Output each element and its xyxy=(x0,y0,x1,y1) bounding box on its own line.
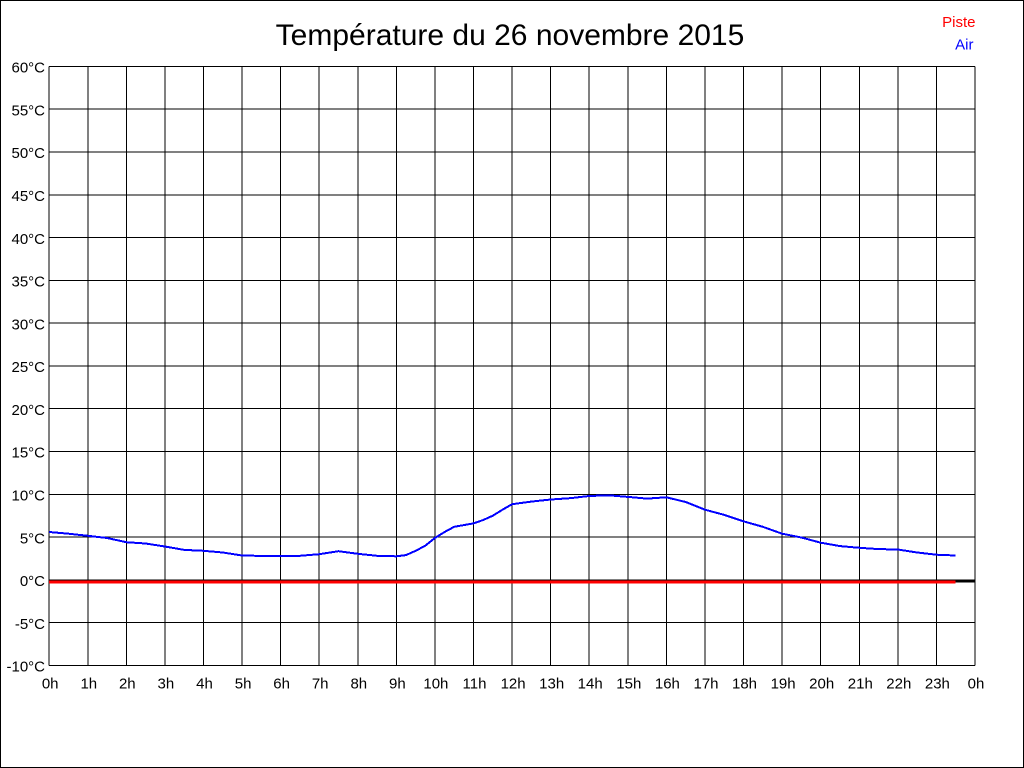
svg-text:13h: 13h xyxy=(539,676,564,693)
svg-text:18h: 18h xyxy=(732,676,757,693)
svg-text:40°C: 40°C xyxy=(11,231,45,248)
svg-text:25°C: 25°C xyxy=(11,359,45,376)
svg-text:5°C: 5°C xyxy=(20,530,45,547)
svg-text:20h: 20h xyxy=(809,676,834,693)
svg-text:15°C: 15°C xyxy=(11,445,45,462)
svg-text:21h: 21h xyxy=(848,676,873,693)
svg-text:Air: Air xyxy=(955,37,973,54)
svg-text:0°C: 0°C xyxy=(20,573,45,590)
svg-text:1h: 1h xyxy=(80,676,97,693)
svg-text:4h: 4h xyxy=(196,676,213,693)
svg-text:5h: 5h xyxy=(235,676,252,693)
svg-text:55°C: 55°C xyxy=(11,102,45,119)
svg-text:7h: 7h xyxy=(312,676,329,693)
svg-text:8h: 8h xyxy=(350,676,367,693)
svg-text:22h: 22h xyxy=(886,676,911,693)
svg-text:15h: 15h xyxy=(616,676,641,693)
svg-text:0h: 0h xyxy=(42,676,59,693)
svg-text:60°C: 60°C xyxy=(11,60,45,77)
svg-text:0h: 0h xyxy=(968,676,985,693)
svg-text:23h: 23h xyxy=(925,676,950,693)
svg-text:45°C: 45°C xyxy=(11,188,45,205)
svg-text:-5°C: -5°C xyxy=(15,616,45,633)
svg-text:20°C: 20°C xyxy=(11,402,45,419)
svg-text:30°C: 30°C xyxy=(11,316,45,333)
svg-text:10°C: 10°C xyxy=(11,488,45,505)
svg-text:6h: 6h xyxy=(273,676,290,693)
svg-text:3h: 3h xyxy=(158,676,175,693)
svg-text:17h: 17h xyxy=(693,676,718,693)
svg-text:19h: 19h xyxy=(771,676,796,693)
svg-text:50°C: 50°C xyxy=(11,145,45,162)
svg-text:11h: 11h xyxy=(463,676,487,693)
svg-text:-10°C: -10°C xyxy=(6,659,45,676)
svg-text:Température du 26 novembre 201: Température du 26 novembre 2015 xyxy=(276,19,745,52)
svg-text:14h: 14h xyxy=(578,676,603,693)
svg-text:Piste: Piste xyxy=(942,14,975,31)
svg-text:10h: 10h xyxy=(423,676,448,693)
svg-text:9h: 9h xyxy=(389,676,406,693)
svg-text:2h: 2h xyxy=(119,676,136,693)
svg-text:35°C: 35°C xyxy=(11,274,45,291)
svg-text:12h: 12h xyxy=(501,676,526,693)
svg-text:16h: 16h xyxy=(655,676,680,693)
